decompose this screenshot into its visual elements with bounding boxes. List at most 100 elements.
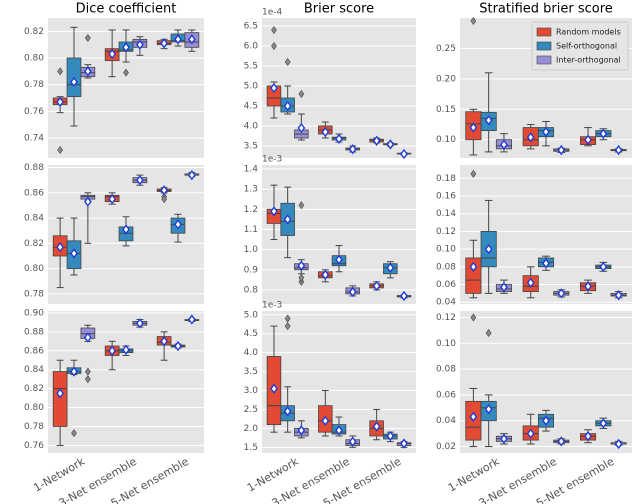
box — [156, 185, 172, 204]
box — [465, 17, 482, 156]
box — [294, 420, 309, 439]
mean-marker — [83, 196, 92, 207]
box — [104, 192, 120, 205]
mean-marker — [400, 438, 408, 449]
box — [345, 144, 360, 155]
mean-marker — [321, 415, 330, 426]
y-tick-label: 2.0 — [244, 424, 259, 434]
mean-marker — [70, 366, 78, 377]
y-tick-label: 0.74 — [24, 134, 44, 144]
mean-marker — [542, 258, 550, 269]
y-tick-label: 5.0 — [244, 310, 259, 320]
y-tick-label: 6.0 — [244, 42, 259, 52]
box — [580, 279, 597, 294]
mean-marker — [372, 280, 381, 292]
mean-marker — [348, 144, 357, 155]
mean-marker — [400, 290, 408, 302]
y-tick-label: 0.10 — [436, 245, 456, 255]
outlier — [298, 201, 305, 210]
box — [266, 25, 282, 119]
outlier — [298, 277, 305, 286]
mean-marker — [56, 241, 65, 253]
mean-marker — [122, 224, 130, 235]
box — [396, 290, 412, 302]
mean-marker — [283, 406, 292, 417]
box — [383, 261, 398, 279]
y-tick-label: 0.14 — [436, 209, 456, 219]
box — [118, 216, 134, 247]
mean-marker — [56, 388, 65, 399]
axis-offset: 1e-3 — [262, 301, 282, 311]
y-tick-label: 0.90 — [24, 308, 44, 318]
outlier — [271, 25, 277, 35]
mean-marker — [584, 134, 592, 145]
box — [396, 148, 412, 160]
y-tick-label: 0.25 — [436, 44, 456, 54]
mean-marker — [614, 144, 623, 156]
mean-marker — [174, 34, 182, 45]
y-tick-label: 0.78 — [24, 422, 44, 432]
y-tick-label: 2.5 — [244, 405, 258, 415]
box — [80, 33, 96, 79]
y-tick-label: 0.9 — [244, 265, 259, 275]
mean-marker — [321, 126, 330, 138]
outlier — [298, 89, 305, 99]
mean-marker — [174, 219, 182, 230]
mean-marker — [557, 436, 566, 447]
box — [294, 89, 309, 141]
box — [266, 325, 282, 433]
box — [280, 57, 295, 115]
box — [170, 213, 186, 243]
y-tick-label: 0.80 — [24, 54, 44, 64]
mean-marker — [400, 148, 408, 160]
mean-marker — [372, 135, 381, 146]
outlier — [123, 68, 129, 77]
mean-marker — [335, 254, 343, 265]
legend-swatch — [536, 27, 552, 37]
outlier — [284, 314, 291, 323]
y-tick-label: 0.10 — [436, 339, 456, 349]
box — [118, 344, 134, 356]
panel-title: Dice coefficient — [76, 2, 177, 17]
box — [318, 121, 333, 139]
mean-marker — [321, 269, 330, 280]
y-tick-label: 1.0 — [244, 245, 259, 255]
legend-label: Self-orthogonal — [556, 42, 617, 51]
legend-box — [531, 21, 629, 71]
legend-label: Inter-orthogonal — [556, 56, 621, 65]
y-tick-label: 1.4 — [244, 165, 259, 175]
y-tick-label: 0.76 — [24, 107, 44, 117]
box — [156, 38, 172, 50]
box — [52, 359, 68, 446]
y-tick-label: 0.8 — [244, 285, 259, 295]
box — [495, 279, 512, 294]
y-tick-label: 0.78 — [24, 80, 44, 90]
mean-marker — [70, 76, 78, 88]
outlier — [84, 33, 91, 43]
mean-marker — [160, 336, 169, 347]
mean-marker — [187, 314, 196, 325]
y-tick-label: 4.5 — [244, 329, 258, 339]
y-tick-label: 0.88 — [24, 163, 44, 173]
panel-title: Brier score — [304, 2, 374, 17]
mean-marker — [56, 96, 65, 108]
box — [280, 314, 295, 433]
box — [170, 340, 186, 352]
y-tick-label: 0.78 — [24, 289, 44, 299]
mean-marker — [526, 132, 535, 143]
mean-marker — [500, 282, 508, 293]
box — [184, 29, 200, 52]
box — [522, 266, 539, 299]
mean-marker — [599, 261, 608, 272]
box — [184, 314, 200, 325]
box — [184, 169, 200, 181]
box — [132, 36, 148, 56]
mean-marker — [83, 66, 92, 77]
box — [118, 29, 134, 77]
mean-marker — [386, 430, 395, 442]
mean-marker — [526, 428, 535, 439]
outlier — [84, 367, 91, 376]
mean-marker — [542, 415, 550, 426]
mean-marker — [484, 403, 493, 415]
